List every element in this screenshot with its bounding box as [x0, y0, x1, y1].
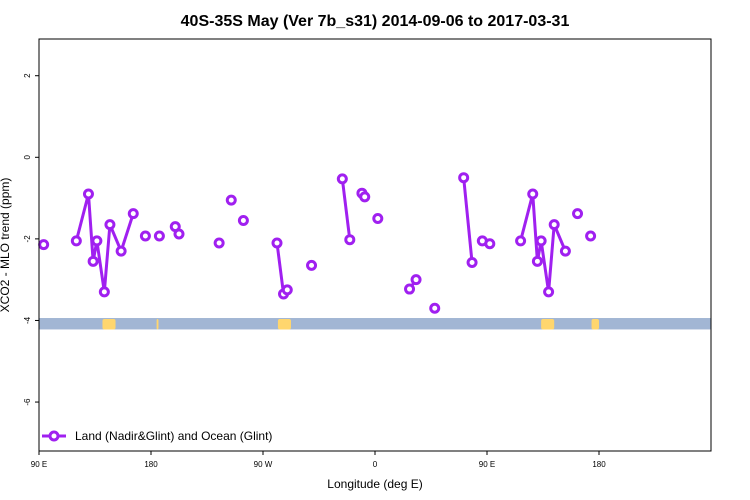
x-tick-label-1: 180 [144, 460, 158, 469]
data-point-19 [306, 259, 318, 271]
data-point-2 [82, 188, 94, 200]
data-point-39 [572, 208, 584, 220]
data-point-14 [225, 194, 237, 206]
x-tick-label-5: 180 [592, 460, 606, 469]
land-span-1 [156, 319, 159, 330]
data-point-15 [237, 215, 249, 227]
data-point-18 [281, 284, 293, 296]
data-point-1 [70, 235, 82, 247]
data-point-36 [543, 286, 555, 298]
data-point-21 [344, 234, 356, 246]
y-axis: 2 0 -2 -4 -6 [23, 73, 39, 406]
x-tick-label-0: 90 E [31, 460, 47, 469]
land-span-2 [277, 319, 291, 330]
data-point-34 [531, 255, 543, 267]
ocean-band [39, 318, 711, 330]
data-point-16 [271, 237, 283, 249]
y-tick-label-4: -6 [23, 398, 32, 406]
data-point-6 [104, 219, 116, 231]
series-layer [38, 172, 597, 314]
data-point-27 [429, 302, 441, 314]
data-point-25 [404, 283, 416, 295]
data-point-0 [38, 239, 50, 251]
data-point-12 [173, 228, 185, 240]
land-span-0 [102, 319, 116, 330]
data-point-24 [372, 212, 384, 224]
x-tick-label-4: 90 E [479, 460, 495, 469]
x-tick-label-2: 90 W [254, 460, 273, 469]
y-tick-label-2: -2 [23, 235, 32, 243]
series-line-0-1 [74, 192, 135, 294]
legend: Land (Nadir&Glint) and Ocean (Glint) [42, 429, 272, 443]
data-point-33 [527, 188, 539, 200]
data-point-3 [87, 255, 99, 267]
y-tick-label-3: -4 [23, 316, 32, 324]
data-point-28 [458, 172, 470, 184]
x-tick-label-3: 0 [373, 460, 378, 469]
series-line-0-11 [340, 178, 352, 240]
y-tick-label-0: 2 [23, 73, 32, 78]
data-point-4 [91, 235, 103, 247]
land-ocean-strip [39, 318, 711, 330]
y-axis-label: XCO2 - MLO trend (ppm) [0, 178, 12, 313]
y-tick-label-1: 0 [23, 155, 32, 160]
data-point-13 [213, 237, 225, 249]
plot-frame [38, 38, 712, 452]
legend-label: Land (Nadir&Glint) and Ocean (Glint) [75, 429, 272, 443]
legend-marker [48, 430, 60, 442]
data-point-20 [336, 173, 348, 185]
data-point-23 [359, 191, 371, 203]
data-point-35 [535, 235, 547, 247]
data-point-29 [466, 257, 478, 269]
series-line-0-16 [462, 177, 474, 263]
x-axis: 90 E 180 90 W 0 90 E 180 [31, 451, 606, 469]
data-point-8 [127, 208, 139, 220]
data-point-37 [548, 219, 560, 231]
data-point-5 [98, 286, 110, 298]
data-point-40 [585, 230, 597, 242]
data-point-38 [559, 245, 571, 257]
data-point-9 [139, 230, 151, 242]
data-point-32 [515, 235, 527, 247]
data-point-31 [484, 238, 496, 250]
land-span-3 [541, 319, 555, 330]
chart-title: 40S-35S May (Ver 7b_s31) 2014-09-06 to 2… [181, 13, 570, 30]
x-axis-label: Longitude (deg E) [327, 477, 422, 491]
data-point-26 [410, 274, 422, 286]
land-span-4 [591, 319, 599, 330]
data-point-7 [115, 245, 127, 257]
data-point-10 [153, 230, 165, 242]
